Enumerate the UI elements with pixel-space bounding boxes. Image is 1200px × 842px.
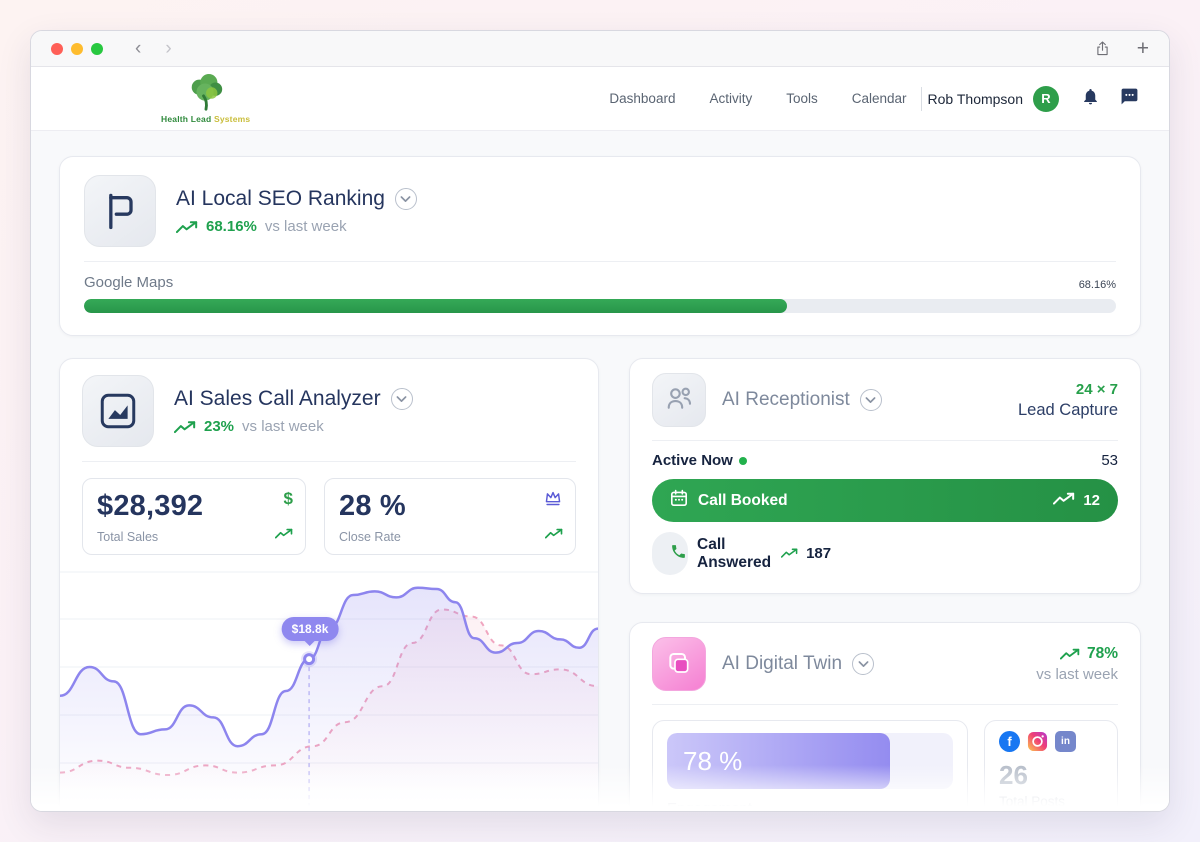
active-now-label: Active Now bbox=[652, 452, 733, 469]
lead-capture-247: 24 × 7 bbox=[1075, 380, 1118, 398]
main-nav: Dashboard Activity Tools Calendar bbox=[609, 91, 906, 106]
divider bbox=[82, 461, 576, 462]
divider bbox=[652, 704, 1118, 705]
engagement-label: Engagement bbox=[667, 800, 753, 812]
dashboard-content: AI Local SEO Ranking 68.16% vs last week… bbox=[31, 131, 1169, 812]
instagram-icon bbox=[1027, 731, 1048, 752]
facebook-icon: f bbox=[999, 731, 1020, 752]
chevron-down-icon[interactable] bbox=[394, 188, 417, 210]
dollar-icon: $ bbox=[283, 489, 293, 508]
avatar: R bbox=[1033, 85, 1059, 112]
call-booked-value: 12 bbox=[1083, 492, 1100, 509]
sales-analyzer-card: AI Sales Call Analyzer 23% vs last week … bbox=[59, 358, 599, 811]
seo-trend-suffix: vs last week bbox=[264, 218, 347, 235]
engagement-stat: 78 % Engagement bbox=[652, 720, 968, 812]
twin-trend-value: 78% bbox=[1086, 645, 1118, 662]
divider bbox=[652, 440, 1118, 441]
call-answered-row[interactable]: Call Answered 187 bbox=[652, 532, 831, 575]
twin-trend-suffix: vs last week bbox=[1036, 666, 1118, 683]
close-rate-stat: 28 % Close Rate bbox=[324, 478, 576, 555]
close-button[interactable] bbox=[51, 42, 63, 55]
titlebar: ‹ › + bbox=[31, 31, 1169, 67]
crown-icon bbox=[543, 489, 563, 512]
seo-progress-fill bbox=[84, 299, 788, 313]
digital-twin-card-title: AI Digital Twin bbox=[722, 653, 843, 674]
sales-chart: $18.8k bbox=[60, 571, 598, 811]
chart-icon bbox=[82, 375, 154, 447]
calendar-icon bbox=[670, 489, 688, 512]
chevron-down-icon[interactable] bbox=[852, 653, 875, 675]
phone-icon bbox=[670, 543, 687, 565]
call-answered-value: 187 bbox=[806, 545, 832, 562]
flag-icon bbox=[84, 175, 156, 247]
close-rate-value: 28 % bbox=[339, 490, 406, 522]
nav-tools[interactable]: Tools bbox=[786, 91, 818, 106]
digital-twin-card: AI Digital Twin 78% vs last week bbox=[629, 622, 1141, 812]
trend-up-icon bbox=[781, 545, 798, 563]
seo-ranking-card: AI Local SEO Ranking 68.16% vs last week… bbox=[59, 156, 1141, 336]
users-icon bbox=[652, 373, 706, 427]
chevron-down-icon[interactable] bbox=[390, 388, 413, 410]
maximize-button[interactable] bbox=[91, 42, 103, 55]
online-status-dot bbox=[738, 456, 747, 465]
back-button[interactable]: ‹ bbox=[135, 38, 142, 59]
total-sales-stat: $ $28,392 Total Sales bbox=[82, 478, 306, 555]
brand-logo[interactable]: Health Lead Systems bbox=[161, 73, 250, 124]
forward-button[interactable]: › bbox=[165, 38, 172, 59]
total-sales-label: Total Sales bbox=[97, 530, 159, 544]
total-sales-value: $28,392 bbox=[97, 490, 204, 522]
trend-up-icon bbox=[176, 220, 198, 234]
active-now-value: 53 bbox=[1101, 452, 1118, 469]
seo-trend-value: 68.16% bbox=[206, 218, 257, 235]
call-booked-row[interactable]: Call Booked 12 bbox=[652, 479, 1118, 522]
progress-row-value: 68.16% bbox=[1078, 279, 1116, 291]
sales-card-title: AI Sales Call Analyzer bbox=[174, 387, 381, 410]
sales-trend-value: 23% bbox=[204, 418, 235, 435]
digital-twin-icon bbox=[652, 637, 706, 691]
minimize-button[interactable] bbox=[71, 42, 83, 55]
lead-capture-label: Lead Capture bbox=[1018, 400, 1118, 419]
trend-up-icon bbox=[1053, 492, 1075, 510]
share-button[interactable] bbox=[1094, 40, 1111, 57]
total-posts-label: Total Posts bbox=[999, 794, 1066, 809]
trend-up-icon bbox=[174, 420, 196, 434]
window-controls bbox=[51, 42, 103, 55]
user-menu[interactable]: Rob Thompson R bbox=[927, 85, 1059, 112]
call-booked-label: Call Booked bbox=[698, 491, 788, 509]
receptionist-card: AI Receptionist 24 × 7 Lead Capture Acti… bbox=[629, 358, 1141, 594]
seo-progress-track bbox=[84, 299, 1116, 313]
messages-button[interactable] bbox=[1120, 87, 1139, 111]
notifications-button[interactable] bbox=[1081, 87, 1100, 111]
chart-tooltip: $18.8k bbox=[281, 617, 339, 642]
progress-row-label: Google Maps bbox=[84, 274, 174, 291]
user-name: Rob Thompson bbox=[927, 90, 1023, 107]
nav-activity[interactable]: Activity bbox=[709, 91, 753, 106]
nav-calendar[interactable]: Calendar bbox=[851, 91, 907, 106]
header-divider bbox=[920, 86, 922, 111]
engagement-track: 78 % bbox=[667, 733, 953, 789]
receptionist-card-title: AI Receptionist bbox=[722, 389, 850, 410]
divider bbox=[84, 261, 1116, 262]
total-posts-value: 26 bbox=[999, 760, 1028, 790]
chevron-down-icon[interactable] bbox=[859, 389, 882, 411]
brand-name: Health Lead Systems bbox=[161, 114, 251, 124]
tree-icon bbox=[191, 73, 222, 111]
close-rate-label: Close Rate bbox=[339, 530, 401, 544]
total-posts-stat: f bbox=[984, 720, 1118, 811]
call-answered-label: Call Answered bbox=[697, 535, 772, 571]
engagement-bar: 78 % bbox=[667, 733, 891, 789]
engagement-value: 78 % bbox=[683, 745, 743, 776]
seo-card-title: AI Local SEO Ranking bbox=[176, 187, 385, 210]
trend-up-icon bbox=[545, 526, 563, 544]
new-tab-button[interactable]: + bbox=[1136, 37, 1149, 60]
app-header: Health Lead Systems Dashboard Activity T… bbox=[31, 67, 1169, 131]
browser-window: ‹ › + Health Lead Systems Dashboard bbox=[30, 30, 1170, 812]
trend-up-icon bbox=[275, 526, 293, 544]
sales-trend-suffix: vs last week bbox=[242, 418, 324, 435]
trend-up-icon bbox=[1060, 648, 1080, 660]
linkedin-icon: in bbox=[1055, 731, 1076, 752]
nav-dashboard[interactable]: Dashboard bbox=[609, 91, 676, 106]
